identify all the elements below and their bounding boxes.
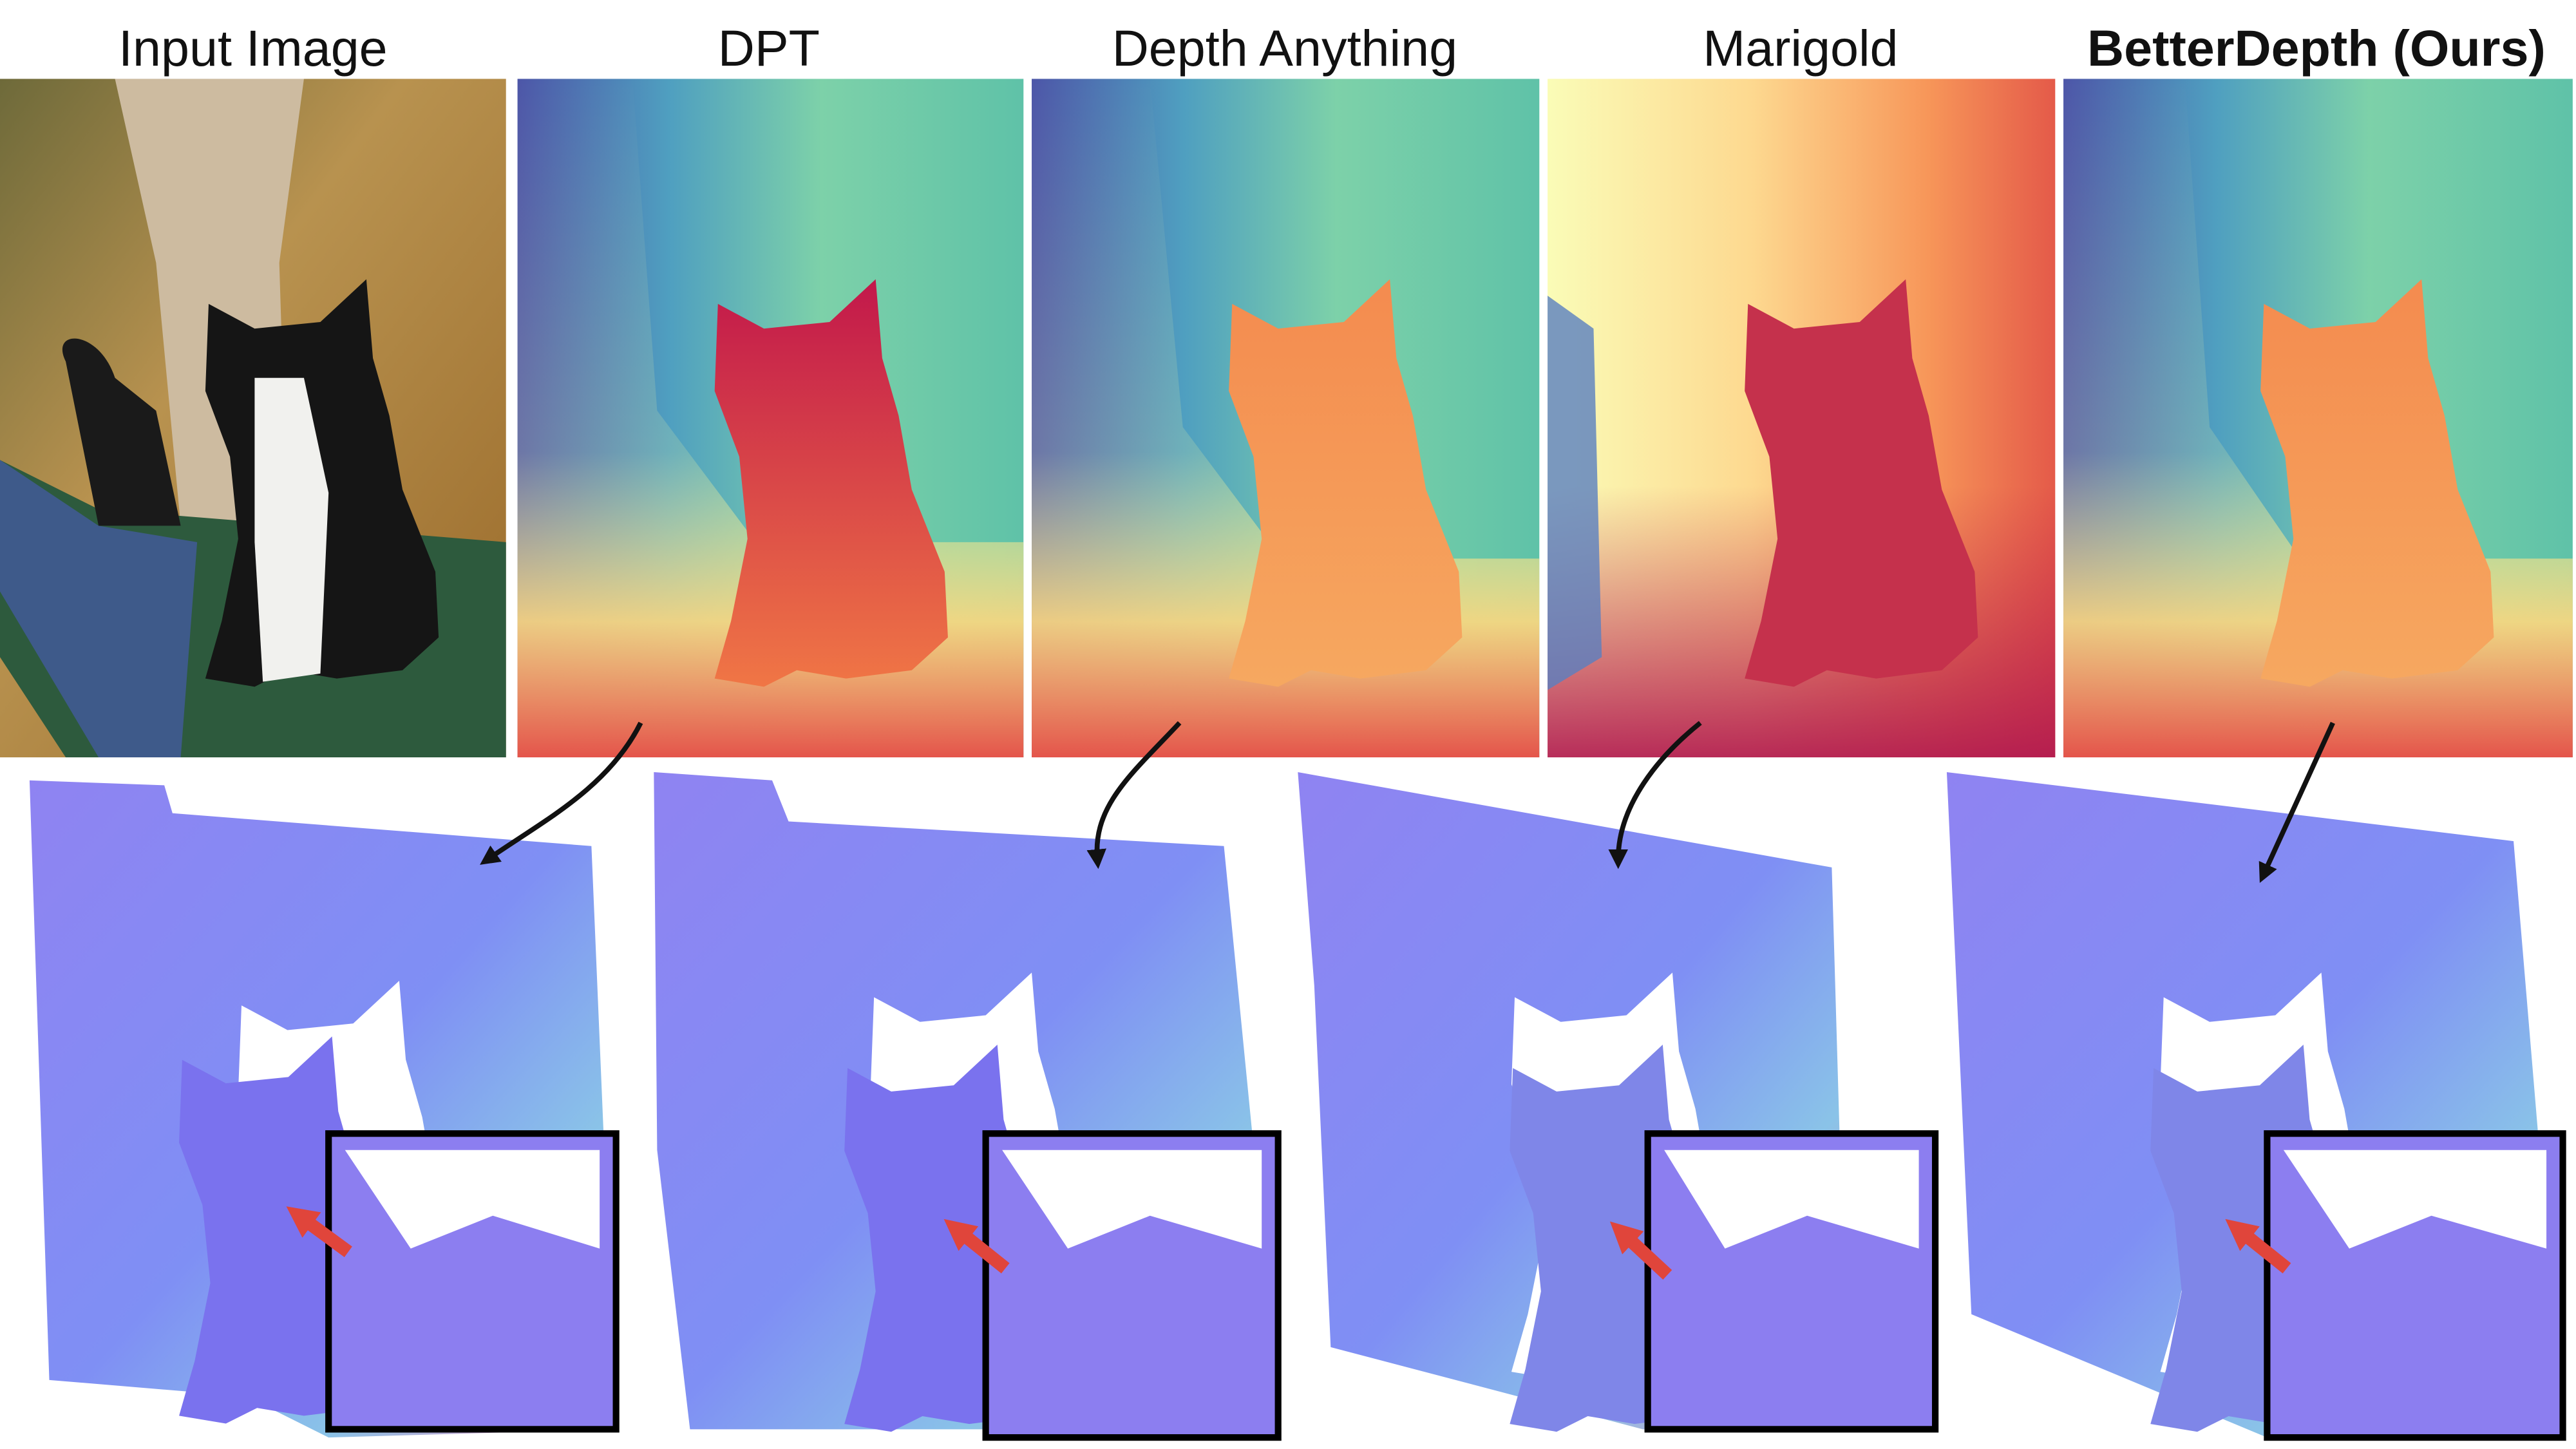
- normal-render: [1946, 721, 2566, 1441]
- normal-render: [29, 721, 643, 1438]
- panel-title: Marigold: [1703, 19, 1898, 77]
- shape-line: [2225, 1218, 2291, 1274]
- depth-map: [1548, 79, 2056, 758]
- normal-render: [1298, 721, 1939, 1433]
- shape-line: [943, 1218, 1010, 1274]
- shape-path: [2259, 721, 2335, 884]
- panel-title: BetterDepth (Ours): [2087, 19, 2546, 77]
- depth-map: [2063, 79, 2573, 758]
- shape-path: [1002, 1150, 1262, 1249]
- shape-path: [345, 1150, 600, 1249]
- depth-map: [517, 79, 1024, 758]
- shape-path: [1664, 1150, 1919, 1249]
- normal-render: [654, 721, 1282, 1441]
- input-image: [0, 79, 506, 758]
- shape-path: [1548, 296, 1602, 690]
- shape-path: [1608, 721, 1702, 869]
- shape-path: [0, 460, 198, 758]
- figure-content: Input Image DPT Depth Anything Marigold …: [0, 19, 2573, 1441]
- shape-path: [2283, 1150, 2547, 1249]
- shape-path: [480, 721, 643, 865]
- panel-title: Input Image: [118, 19, 388, 77]
- depth-map: [1032, 79, 1540, 758]
- panel-title: Depth Anything: [1112, 19, 1457, 77]
- shape-path: [1086, 721, 1182, 869]
- shape-path: [254, 377, 329, 682]
- shape-line: [1609, 1221, 1672, 1280]
- panel-title: DPT: [718, 19, 820, 77]
- shape-path: [62, 338, 181, 526]
- shape-line: [286, 1206, 352, 1258]
